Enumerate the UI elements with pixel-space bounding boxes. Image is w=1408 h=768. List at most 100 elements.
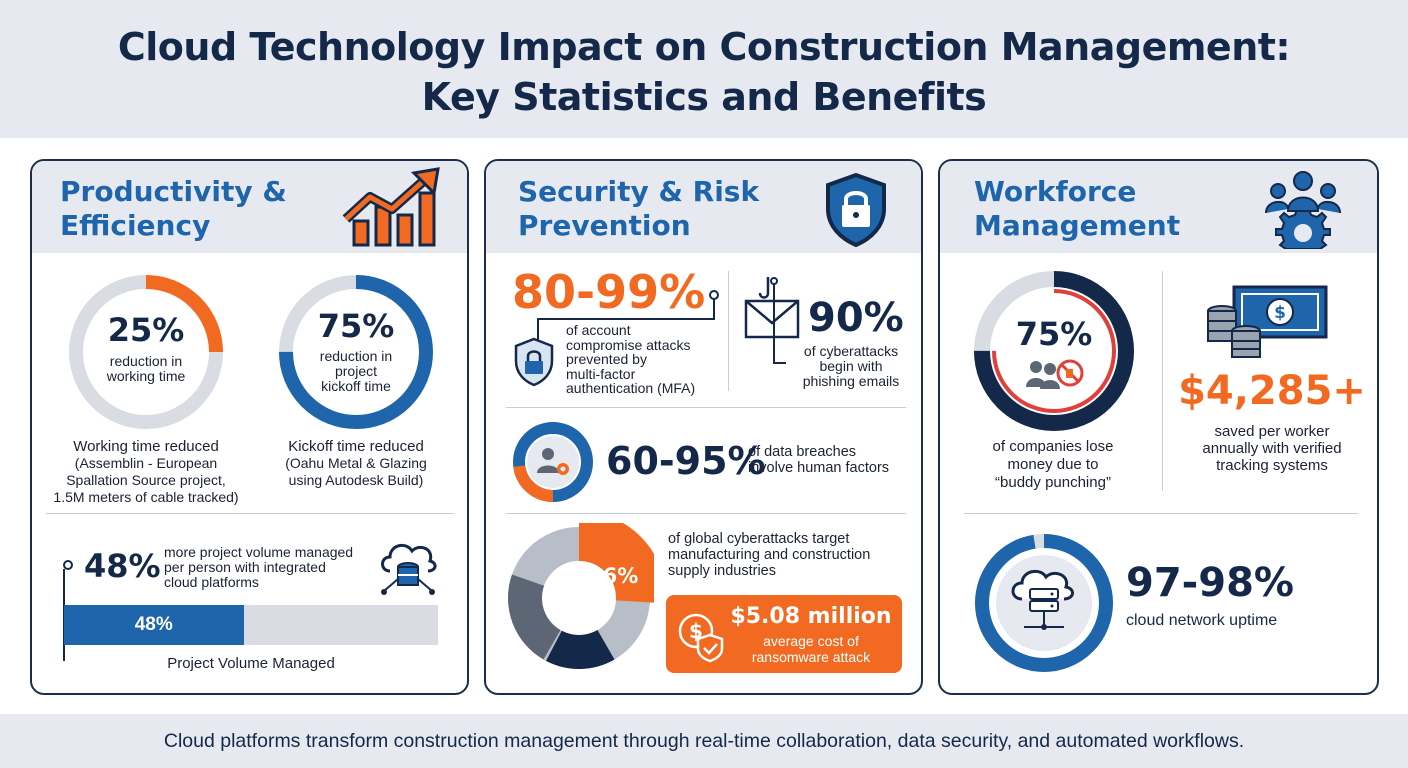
breaches-description: of data breaches involve human factors	[748, 444, 918, 476]
team-gear-icon	[1265, 171, 1341, 249]
productivity-title: Productivity & Efficiency	[60, 175, 287, 243]
volume-bar-track: 48%	[64, 605, 438, 645]
productivity-panel: Productivity & Efficiency 25% reduction …	[30, 159, 469, 695]
buddy-punching-ring	[974, 271, 1134, 431]
working-time-value: 25%	[107, 311, 185, 349]
kickoff-time-label-2: project	[334, 363, 378, 379]
workforce-panel: Workforce Management 75% of companies lo…	[938, 159, 1379, 695]
ransomware-card: $ $5.08 million average cost of ransomwa…	[666, 595, 902, 673]
kickoff-time-label-1: reduction in	[319, 348, 393, 364]
title-line-2: Key Statistics and Benefits	[421, 75, 987, 119]
savings-description-3: tracking systems	[1216, 457, 1328, 474]
security-divider-1	[506, 407, 906, 408]
ransomware-value: $5.08 million	[730, 604, 892, 629]
cloud-server-icon	[1011, 569, 1074, 630]
working-time-caption-2: (Assemblin - European	[74, 455, 218, 471]
volume-description-2: per person with integrated	[164, 559, 326, 575]
volume-bar-fill	[64, 605, 244, 645]
security-divider-2	[506, 513, 906, 514]
security-vertical-divider	[728, 271, 729, 391]
working-time-label-2: working time	[106, 368, 186, 384]
kickoff-time-caption: Kickoff time reduced (Oahu Metal & Glazi…	[256, 438, 456, 489]
phishing-description-3: phishing emails	[802, 373, 900, 389]
security-title-line-2: Prevention	[518, 209, 691, 242]
uptime-value: 97-98%	[1126, 560, 1295, 606]
kickoff-time-caption-3: using Autodesk Build)	[288, 472, 424, 488]
title-line-1: Cloud Technology Impact on Construction …	[117, 25, 1291, 69]
savings-description-1: saved per worker	[1214, 423, 1330, 440]
productivity-divider	[46, 513, 454, 514]
svg-text:$: $	[1274, 303, 1286, 323]
volume-value: 48%	[84, 547, 161, 585]
working-time-label-1: reduction in	[109, 353, 183, 369]
volume-description-1: more project volume managed	[164, 544, 354, 560]
global-attacks-value: 26%	[588, 564, 639, 588]
mfa-shield-lock-icon	[514, 337, 554, 387]
workforce-header: Workforce Management	[940, 161, 1377, 253]
savings-value: $4,285+	[1178, 368, 1366, 414]
page-title: Cloud Technology Impact on Construction …	[0, 22, 1408, 122]
volume-bar-label: 48%	[134, 614, 173, 635]
breaches-description-1: of data breaches	[748, 444, 857, 460]
working-time-caption-4: 1.5M meters of cable tracked)	[53, 489, 239, 505]
security-panel: Security & Risk Prevention 80-99% of acc…	[484, 159, 923, 695]
money-shield-icon: $	[678, 613, 724, 663]
working-time-label: reduction in working time	[68, 354, 224, 384]
buddy-punching-description-1: of companies lose	[992, 438, 1114, 455]
workforce-vertical-divider	[1162, 271, 1163, 491]
global-attacks-donut	[504, 523, 654, 673]
workforce-title-line-2: Management	[974, 209, 1181, 242]
savings-description: saved per worker annually with verified …	[1172, 423, 1372, 474]
working-time-caption-1: Working time reduced	[73, 438, 219, 455]
phishing-description-2: begin with	[819, 358, 883, 374]
volume-description-3: cloud platforms	[164, 574, 259, 590]
cloud-database-icon	[381, 543, 437, 595]
kickoff-time-label: reduction in project kickoff time	[278, 349, 434, 394]
savings-description-2: annually with verified	[1202, 440, 1342, 457]
trending-up-chart-icon	[342, 167, 440, 247]
buddy-punching-description-3: “buddy punching”	[995, 474, 1111, 491]
mfa-description-1: of account	[566, 322, 631, 338]
phishing-email-icon	[744, 277, 800, 364]
global-attacks-description-1: of global cyberattacks target	[668, 531, 850, 547]
kickoff-time-caption-1: Kickoff time reduced	[288, 438, 424, 455]
cash-coins-icon: $	[1207, 285, 1328, 358]
mfa-description: of account compromise attacks prevented …	[566, 323, 736, 396]
security-title: Security & Risk Prevention	[518, 175, 759, 243]
ransomware-description-1: average cost of	[763, 633, 859, 649]
ransomware-description: average cost of ransomware attack	[726, 633, 896, 665]
breaches-description-2: involve human factors	[748, 460, 890, 476]
mfa-value: 80-99%	[512, 265, 706, 319]
breaches-donut-arc	[513, 422, 593, 502]
svg-text:$: $	[689, 619, 703, 643]
workforce-title: Workforce Management	[974, 175, 1180, 243]
global-donut-segment-navy	[508, 527, 650, 669]
phishing-description-1: of cyberattacks	[803, 343, 899, 359]
kickoff-time-ring-arc	[279, 275, 433, 429]
kickoff-time-ring	[279, 275, 433, 429]
breaches-donut	[513, 422, 593, 502]
footer-text: Cloud platforms transform construction m…	[163, 730, 1245, 752]
footer-banner: Cloud platforms transform construction m…	[0, 714, 1408, 768]
global-attacks-description: of global cyberattacks target manufactur…	[668, 531, 918, 579]
kickoff-time-value: 75%	[317, 307, 395, 345]
mfa-description-5: authentication (MFA)	[566, 380, 696, 396]
kickoff-time-label-3: kickoff time	[321, 378, 391, 394]
working-time-ring-arc	[69, 275, 223, 429]
volume-bar-caption: Project Volume Managed	[167, 655, 335, 672]
buddy-punching-value: 75%	[1015, 315, 1093, 353]
uptime-label: cloud network uptime	[1126, 612, 1278, 629]
productivity-title-line-2: Efficiency	[60, 209, 211, 242]
mfa-description-4: multi-factor	[566, 365, 636, 382]
global-attacks-description-2: manufacturing and construction	[668, 547, 871, 563]
workforce-title-line-1: Workforce	[974, 175, 1137, 208]
productivity-title-line-1: Productivity &	[60, 175, 287, 208]
buddy-punching-icon	[1026, 359, 1084, 389]
header-banner: Cloud Technology Impact on Construction …	[0, 0, 1408, 138]
mfa-description-2: compromise attacks	[566, 336, 691, 353]
working-time-caption: Working time reduced (Assemblin - Europe…	[48, 438, 244, 506]
phishing-value: 90%	[808, 295, 904, 341]
volume-description: more project volume managed per person w…	[164, 545, 384, 590]
shield-lock-icon	[826, 172, 886, 248]
productivity-header: Productivity & Efficiency	[32, 161, 467, 253]
